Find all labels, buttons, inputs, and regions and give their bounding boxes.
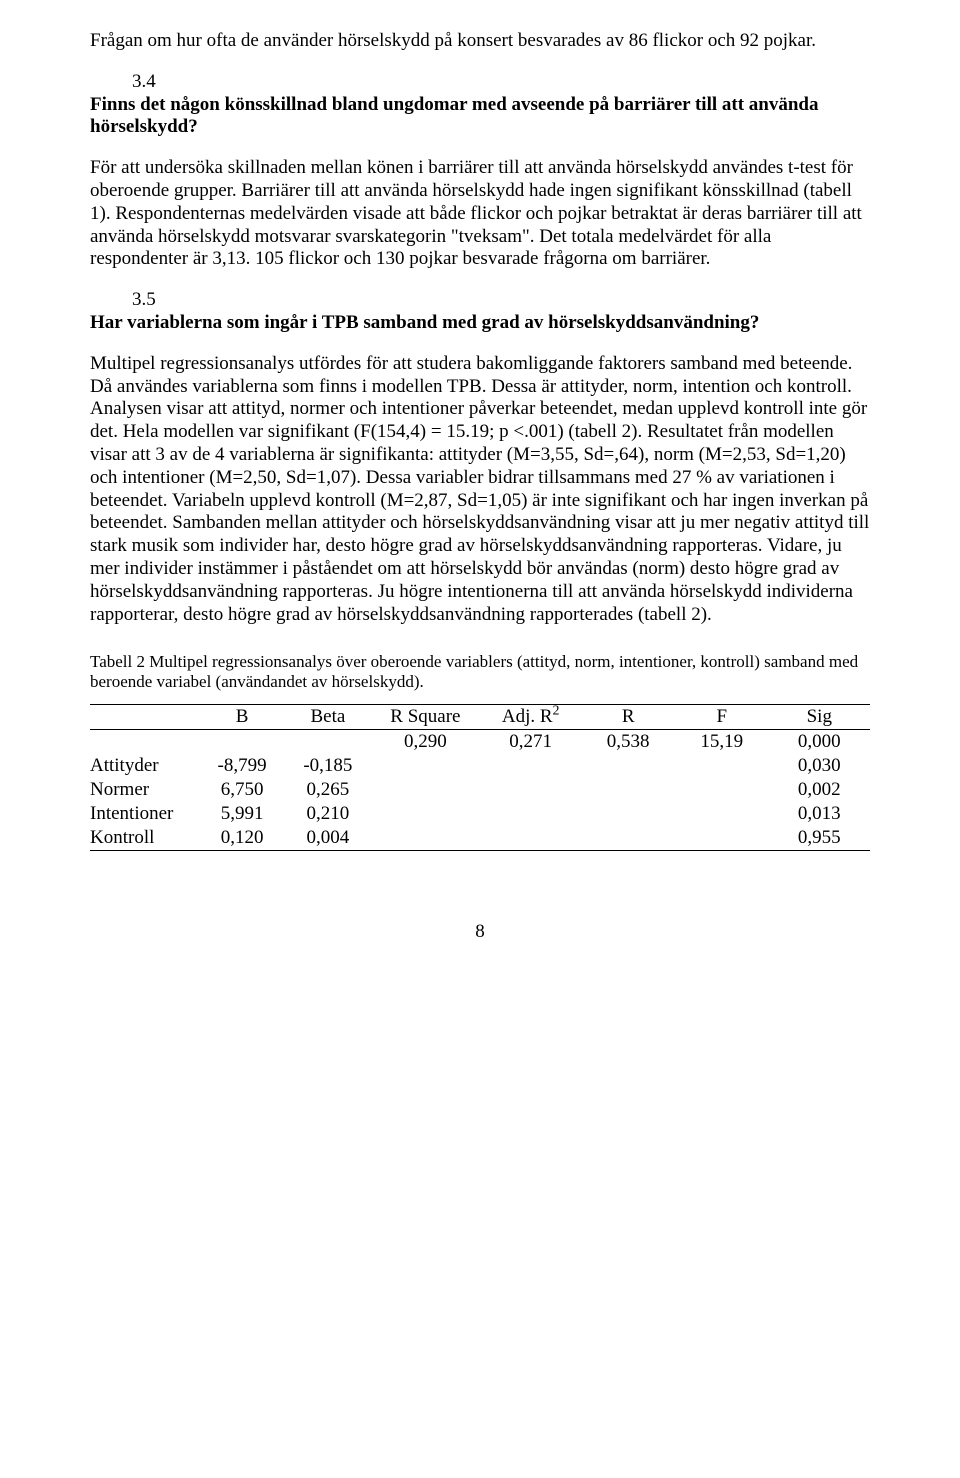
cell: 0,210 <box>285 802 371 826</box>
cell <box>675 826 769 851</box>
cell <box>581 802 675 826</box>
cell <box>371 778 480 802</box>
col-rsquare: R Square <box>371 705 480 730</box>
cell <box>480 826 581 851</box>
cell <box>581 778 675 802</box>
cell: Attityder <box>90 754 199 778</box>
regression-table: B Beta R Square Adj. R2 R F Sig 0,290 0,… <box>90 704 870 851</box>
col-b: B <box>199 705 285 730</box>
paragraph-3-4: För att undersöka skillnaden mellan köne… <box>90 157 870 271</box>
cell <box>90 730 199 755</box>
table-caption: Tabell 2 Multipel regressionsanalys över… <box>90 652 870 692</box>
cell: 0,265 <box>285 778 371 802</box>
cell: Intentioner <box>90 802 199 826</box>
cell: 0,290 <box>371 730 480 755</box>
cell <box>371 802 480 826</box>
cell <box>675 778 769 802</box>
col-beta: Beta <box>285 705 371 730</box>
page-number: 8 <box>90 921 870 943</box>
col-sig: Sig <box>769 705 870 730</box>
cell: Normer <box>90 778 199 802</box>
cell: Kontroll <box>90 826 199 851</box>
cell: 0,004 <box>285 826 371 851</box>
section-heading-3-4: Finns det någon könsskillnad bland ungdo… <box>90 94 870 140</box>
col-f: F <box>675 705 769 730</box>
cell: 0,000 <box>769 730 870 755</box>
cell <box>371 754 480 778</box>
cell <box>480 802 581 826</box>
section-number-3-4: 3.4 <box>132 71 870 94</box>
cell <box>581 826 675 851</box>
cell: 0,955 <box>769 826 870 851</box>
cell <box>480 754 581 778</box>
cell: 5,991 <box>199 802 285 826</box>
cell <box>371 826 480 851</box>
cell: 15,19 <box>675 730 769 755</box>
table-row: 0,290 0,271 0,538 15,19 0,000 <box>90 730 870 755</box>
page-container: Frågan om hur ofta de använder hörselsky… <box>0 0 960 983</box>
cell: 0,120 <box>199 826 285 851</box>
table-row: Attityder -8,799 -0,185 0,030 <box>90 754 870 778</box>
cell <box>199 730 285 755</box>
table-row: Intentioner 5,991 0,210 0,013 <box>90 802 870 826</box>
table-header-row: B Beta R Square Adj. R2 R F Sig <box>90 705 870 730</box>
cell <box>285 730 371 755</box>
table-row: Normer 6,750 0,265 0,002 <box>90 778 870 802</box>
cell: 0,002 <box>769 778 870 802</box>
table-row: Kontroll 0,120 0,004 0,955 <box>90 826 870 851</box>
paragraph-3-5: Multipel regressionsanalys utfördes för … <box>90 353 870 627</box>
cell: 0,538 <box>581 730 675 755</box>
cell: 6,750 <box>199 778 285 802</box>
paragraph-intro: Frågan om hur ofta de använder hörselsky… <box>90 30 870 53</box>
cell: -8,799 <box>199 754 285 778</box>
cell <box>581 754 675 778</box>
cell: 0,271 <box>480 730 581 755</box>
cell: -0,185 <box>285 754 371 778</box>
cell: 0,013 <box>769 802 870 826</box>
col-r: R <box>581 705 675 730</box>
cell: 0,030 <box>769 754 870 778</box>
col-adjr: Adj. R2 <box>480 705 581 730</box>
col-blank <box>90 705 199 730</box>
cell <box>675 802 769 826</box>
section-heading-3-5: Har variablerna som ingår i TPB samband … <box>90 312 870 335</box>
cell <box>480 778 581 802</box>
cell <box>675 754 769 778</box>
section-number-3-5: 3.5 <box>132 289 870 312</box>
